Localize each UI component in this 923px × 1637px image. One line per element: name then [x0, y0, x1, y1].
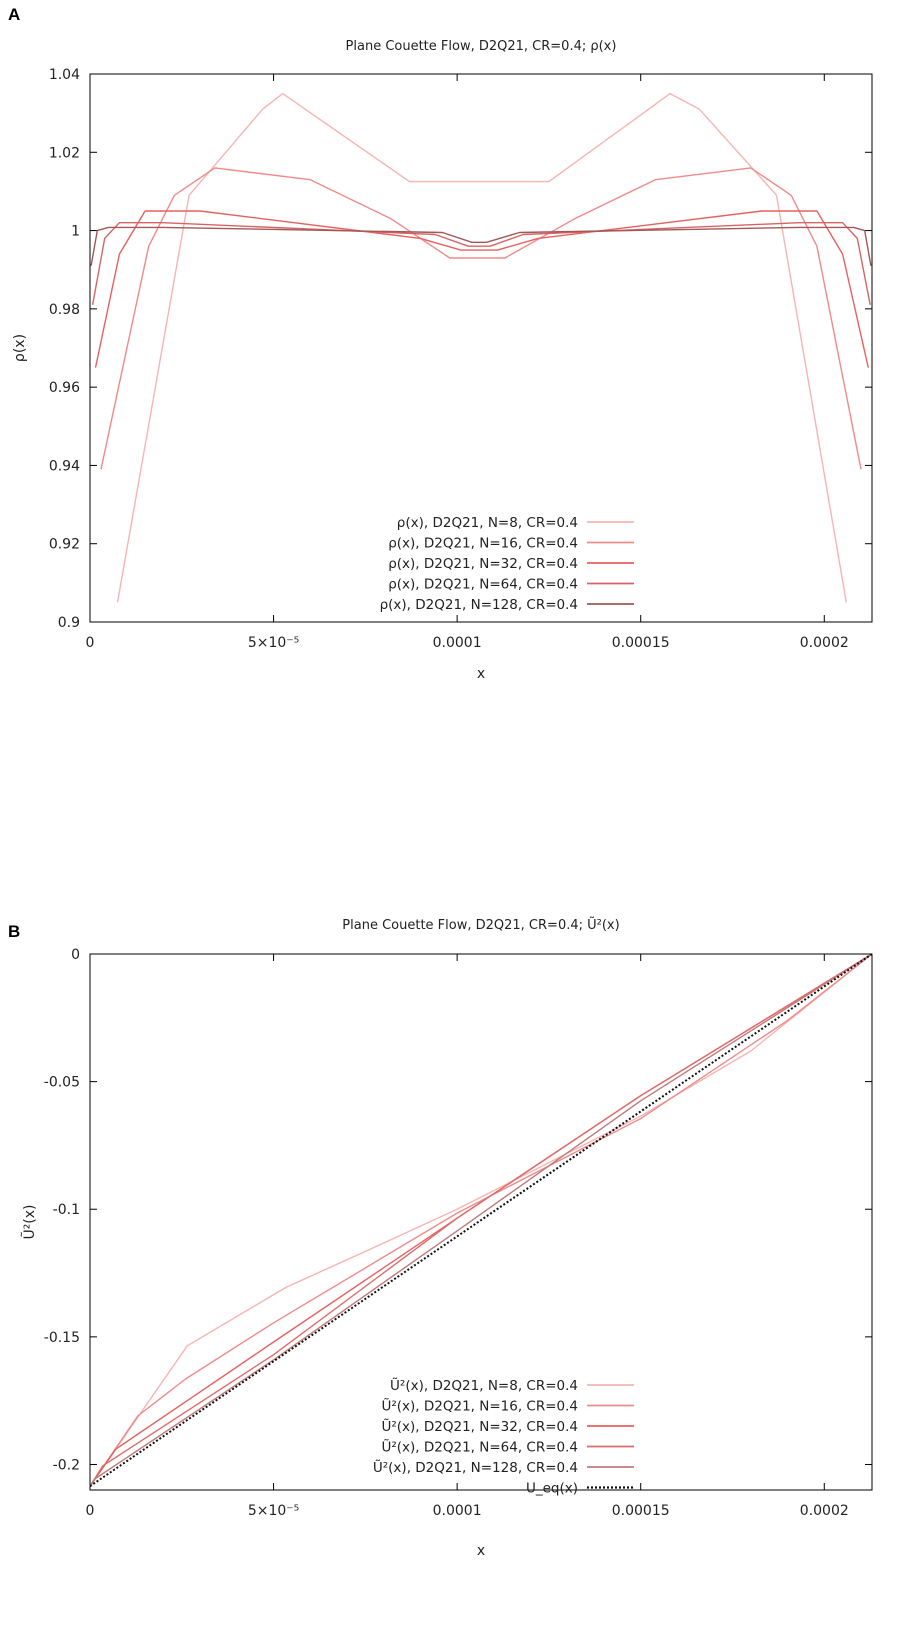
x-axis-label-b: x [477, 1543, 485, 1559]
series-line-b-4 [89, 953, 873, 1487]
x-tick-label: 0.0002 [800, 635, 849, 651]
panel-letter-a: A [8, 5, 20, 24]
chart-a-rho: Plane Couette Flow, D2Q21, CR=0.4; ρ(x) 0… [12, 39, 873, 682]
y-tick-label: 0.9 [58, 615, 80, 631]
y-tick-label: -0.1 [53, 1202, 80, 1218]
y-tick-label: 0.96 [49, 380, 80, 396]
x-tick-label: 0.0002 [800, 1503, 849, 1519]
series-line-b-0 [89, 953, 873, 1487]
chart-title-a: Plane Couette Flow, D2Q21, CR=0.4; ρ(x) [346, 39, 617, 54]
legend-entry-label: Ũ²(x), D2Q21, N=8, CR=0.4 [390, 1377, 578, 1394]
panel-letter-b: B [8, 922, 20, 941]
x-tick-label: 0.0001 [433, 1503, 482, 1519]
legend-entry-label: ρ(x), D2Q21, N=8, CR=0.4 [397, 515, 578, 531]
x-tick-label: 0 [86, 1503, 95, 1519]
plot-frame-b [89, 953, 873, 1491]
x-tick-label: 0 [86, 635, 95, 651]
legend-entry-label: ρ(x), D2Q21, N=128, CR=0.4 [380, 597, 578, 613]
legend-entry-label: Ũ²(x), D2Q21, N=32, CR=0.4 [381, 1418, 578, 1435]
series-line-b-5 [89, 953, 873, 1488]
series-line-a-1 [100, 167, 862, 470]
x-tick-label: 0.00015 [612, 635, 670, 651]
y-tick-label: 1 [71, 224, 80, 240]
plot-frame-a [89, 73, 873, 623]
x-tick-label: 5×10⁻⁵ [248, 635, 299, 651]
series-line-a-2 [94, 210, 869, 368]
legend-entry-label: Ũ²(x), D2Q21, N=16, CR=0.4 [381, 1398, 578, 1415]
y-tick-label: 1.04 [49, 67, 80, 83]
y-tick-label: 0.98 [49, 302, 80, 318]
series-line-b-3 [89, 953, 873, 1487]
series-line-b-1 [89, 953, 873, 1487]
chart-b-u2: Plane Couette Flow, D2Q21, CR=0.4; Ũ²(x)… [21, 917, 873, 1559]
legend-entry-label: Ũ²(x), D2Q21, N=128, CR=0.4 [373, 1459, 578, 1476]
x-tick-label: 5×10⁻⁵ [248, 1503, 299, 1519]
legend-entry-label: ρ(x), D2Q21, N=64, CR=0.4 [388, 577, 578, 593]
y-tick-label: -0.05 [44, 1075, 80, 1091]
legend-entry-label: U_eq(x) [526, 1481, 578, 1497]
series-line-a-0 [116, 92, 847, 603]
y-tick-label: -0.2 [53, 1457, 80, 1473]
series-line-a-4 [90, 226, 872, 266]
y-tick-label: 0 [71, 947, 80, 963]
chart-title-b: Plane Couette Flow, D2Q21, CR=0.4; Ũ²(x) [342, 917, 619, 933]
legend-a: ρ(x), D2Q21, N=8, CR=0.4 ρ(x), D2Q21, N=1… [380, 515, 634, 613]
legend-entry-label: Ũ²(x), D2Q21, N=64, CR=0.4 [381, 1439, 578, 1456]
y-tick-label: 0.94 [49, 458, 80, 474]
y-axis-label-a: ρ(x) [12, 334, 28, 362]
legend-entry-label: ρ(x), D2Q21, N=16, CR=0.4 [388, 536, 578, 552]
y-tick-label: -0.15 [44, 1330, 80, 1346]
y-tick-label: 0.92 [49, 537, 80, 553]
series-line-a-3 [91, 221, 871, 306]
x-tick-label: 0.0001 [433, 635, 482, 651]
x-tick-label: 0.00015 [612, 1503, 670, 1519]
legend-entry-label: ρ(x), D2Q21, N=32, CR=0.4 [388, 556, 578, 572]
x-axis-label-a: x [477, 666, 485, 682]
y-tick-label: 1.02 [49, 145, 80, 161]
legend-b: Ũ²(x), D2Q21, N=8, CR=0.4 Ũ²(x), D2Q21, N… [373, 1377, 634, 1497]
y-axis-label-b: Ũ²(x) [21, 1204, 38, 1239]
